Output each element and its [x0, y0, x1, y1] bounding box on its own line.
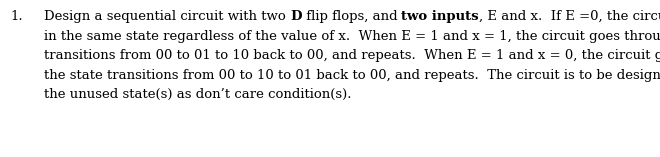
- Text: transitions from 00 to 01 to 10 back to 00, and repeats.  When E = 1 and x = 0, : transitions from 00 to 01 to 10 back to …: [44, 49, 660, 62]
- Text: Design a sequential circuit with two: Design a sequential circuit with two: [44, 10, 290, 23]
- Text: D: D: [290, 10, 302, 23]
- Text: in the same state regardless of the value of x.  When E = 1 and x = 1, the circu: in the same state regardless of the valu…: [44, 30, 660, 43]
- Text: the unused state(s) as don’t care condition(s).: the unused state(s) as don’t care condit…: [44, 88, 352, 101]
- Text: 1.: 1.: [10, 10, 22, 23]
- Text: , E and x.  If E =0, the circuit remains: , E and x. If E =0, the circuit remains: [479, 10, 660, 23]
- Text: the state transitions from 00 to 10 to 01 back to 00, and repeats.  The circuit : the state transitions from 00 to 10 to 0…: [44, 68, 660, 81]
- Text: two inputs: two inputs: [401, 10, 479, 23]
- Text: flip flops, and: flip flops, and: [302, 10, 401, 23]
